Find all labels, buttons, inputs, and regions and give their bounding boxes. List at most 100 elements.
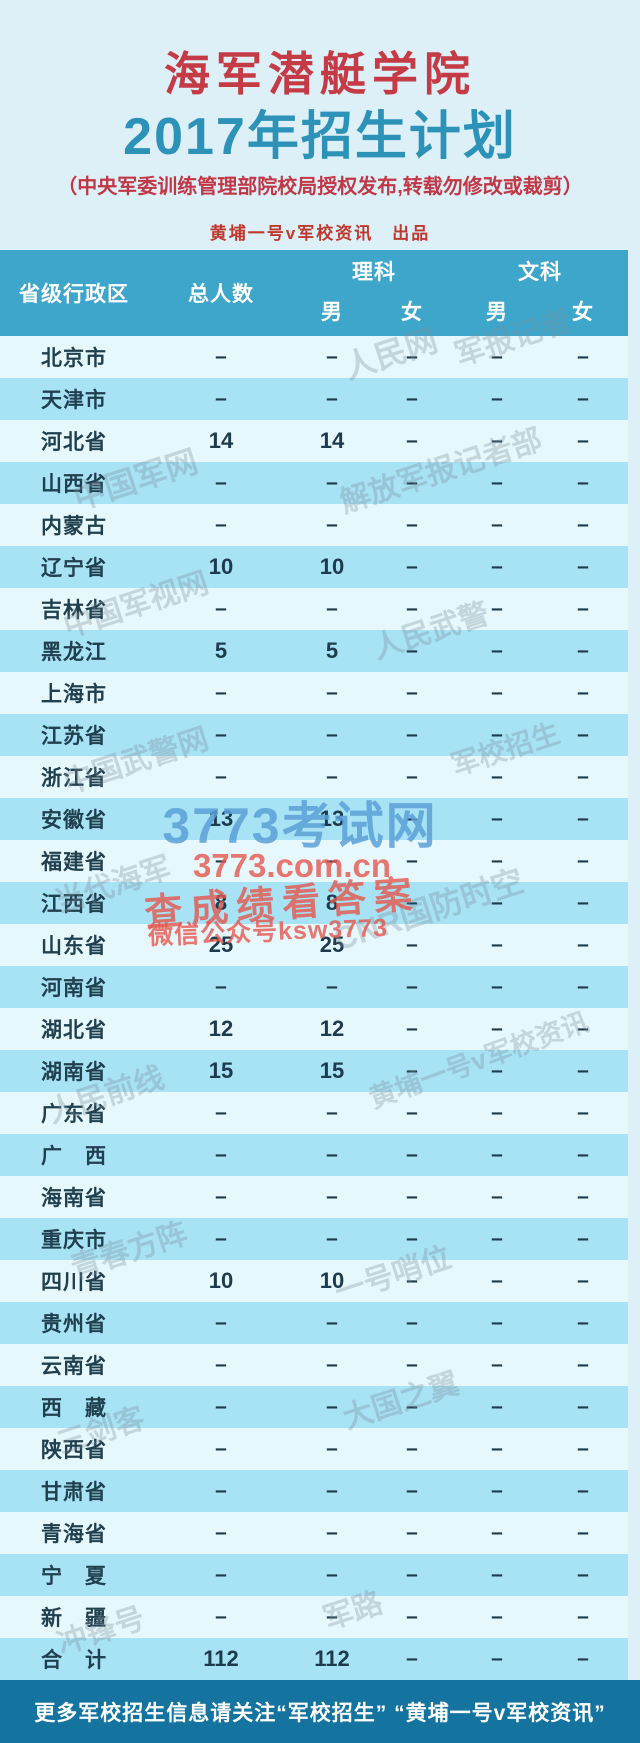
table-row: 宁 夏 – – – – – [0, 1554, 628, 1596]
value-cell: – [491, 555, 503, 578]
value-cell: – [577, 1143, 589, 1166]
col-header-region: 省级行政区 [19, 283, 129, 306]
value-cell: – [406, 1563, 418, 1586]
table-row: 湖北省 12 12 – – – [0, 1008, 628, 1050]
table-row: 安徽省 13 13 – – – [0, 798, 628, 840]
value-cell: 5 [214, 638, 228, 663]
value-cell: – [491, 681, 503, 704]
region-cell: 宁 夏 [41, 1565, 107, 1588]
value-cell: – [577, 387, 589, 410]
value-cell: – [577, 975, 589, 998]
value-cell: – [491, 1647, 503, 1670]
region-cell: 河南省 [41, 977, 107, 1000]
region-cell: 吉林省 [41, 599, 107, 622]
value-cell: – [577, 1395, 589, 1418]
value-cell: – [326, 681, 338, 704]
region-cell: 湖南省 [41, 1061, 107, 1084]
value-cell: – [491, 429, 503, 452]
value-cell: – [491, 723, 503, 746]
table-row: 重庆市 – – – – – [0, 1218, 628, 1260]
value-cell: 5 [325, 638, 339, 663]
col-header-arts: 文科 [518, 261, 562, 284]
value-cell: – [577, 1521, 589, 1544]
value-cell: – [406, 723, 418, 746]
value-cell: – [326, 1521, 338, 1544]
value-cell: – [491, 1395, 503, 1418]
value-cell: – [215, 765, 227, 788]
value-cell: – [326, 765, 338, 788]
value-cell: – [215, 1521, 227, 1544]
value-cell: – [326, 1563, 338, 1586]
value-cell: – [491, 975, 503, 998]
value-cell: – [215, 597, 227, 620]
value-cell: – [406, 807, 418, 830]
value-cell: – [491, 1563, 503, 1586]
value-cell: – [406, 1605, 418, 1628]
value-cell: – [326, 387, 338, 410]
value-cell: – [215, 681, 227, 704]
value-cell: 15 [208, 1058, 234, 1083]
value-cell: – [577, 639, 589, 662]
value-cell: – [215, 1395, 227, 1418]
table-row: 山西省 – – – – – [0, 462, 628, 504]
value-cell: – [215, 723, 227, 746]
table-row: 江西省 8 8 – – – [0, 882, 628, 924]
region-cell: 山东省 [41, 935, 107, 958]
value-cell: – [215, 1605, 227, 1628]
value-cell: – [491, 1017, 503, 1040]
value-cell: – [491, 1605, 503, 1628]
value-cell: 112 [314, 1646, 350, 1671]
col-header-science-male: 男 [321, 301, 343, 324]
table-row: 合 计 112 112 – – – [0, 1638, 628, 1680]
table-row: 贵州省 – – – – – [0, 1302, 628, 1344]
value-cell: – [326, 849, 338, 872]
value-cell: – [326, 1143, 338, 1166]
value-cell: – [577, 345, 589, 368]
value-cell: – [577, 807, 589, 830]
value-cell: – [215, 1353, 227, 1376]
value-cell: – [326, 1437, 338, 1460]
value-cell: – [491, 1059, 503, 1082]
value-cell: 10 [208, 1268, 234, 1293]
col-header-arts-male: 男 [486, 301, 508, 324]
value-cell: – [406, 681, 418, 704]
table-row: 海南省 – – – – – [0, 1176, 628, 1218]
region-cell: 广 西 [41, 1145, 107, 1168]
value-cell: – [577, 1017, 589, 1040]
region-cell: 山西省 [41, 473, 107, 496]
value-cell: – [326, 345, 338, 368]
value-cell: – [577, 1353, 589, 1376]
table-row: 内蒙古 – – – – – [0, 504, 628, 546]
region-cell: 辽宁省 [41, 557, 107, 580]
value-cell: – [491, 1143, 503, 1166]
region-cell: 广东省 [41, 1103, 107, 1126]
value-cell: 12 [208, 1016, 234, 1041]
table-row: 天津市 – – – – – [0, 378, 628, 420]
value-cell: – [491, 807, 503, 830]
value-cell: – [215, 849, 227, 872]
table-row: 甘肃省 – – – – – [0, 1470, 628, 1512]
table-row: 新 疆 – – – – – [0, 1596, 628, 1638]
value-cell: – [326, 1185, 338, 1208]
value-cell: – [215, 345, 227, 368]
value-cell: – [406, 1311, 418, 1334]
value-cell: – [577, 555, 589, 578]
publisher-byline: 黄埔一号v军校资讯 出品 [209, 224, 431, 243]
value-cell: – [406, 429, 418, 452]
value-cell: – [491, 639, 503, 662]
value-cell: – [326, 1353, 338, 1376]
value-cell: – [577, 723, 589, 746]
value-cell: 14 [208, 428, 234, 453]
value-cell: 13 [319, 806, 345, 831]
value-cell: 25 [319, 932, 345, 957]
region-cell: 海南省 [41, 1187, 107, 1210]
value-cell: – [326, 1479, 338, 1502]
value-cell: – [491, 471, 503, 494]
value-cell: – [577, 597, 589, 620]
value-cell: – [577, 1437, 589, 1460]
region-cell: 湖北省 [41, 1019, 107, 1042]
table-row: 吉林省 – – – – – [0, 588, 628, 630]
value-cell: 10 [319, 554, 345, 579]
value-cell: – [491, 1437, 503, 1460]
col-header-arts-female: 女 [572, 301, 594, 324]
